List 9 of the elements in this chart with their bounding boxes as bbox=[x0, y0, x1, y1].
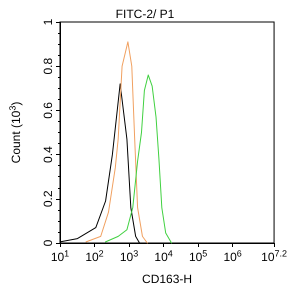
y-tick-label: 0 bbox=[41, 239, 55, 246]
chart-title: FITC-2/ P1 bbox=[116, 7, 175, 21]
y-tick-label: 1 bbox=[41, 18, 55, 26]
x-axis-title: CD163-H bbox=[142, 272, 192, 286]
y-tick-label: 0.2 bbox=[41, 190, 55, 208]
y-tick-label: 0.6 bbox=[41, 102, 55, 119]
y-axis-title: Count (103) bbox=[8, 102, 23, 164]
y-tick-label: 0.4 bbox=[41, 146, 55, 163]
y-tick-label: 0.8 bbox=[41, 58, 55, 75]
